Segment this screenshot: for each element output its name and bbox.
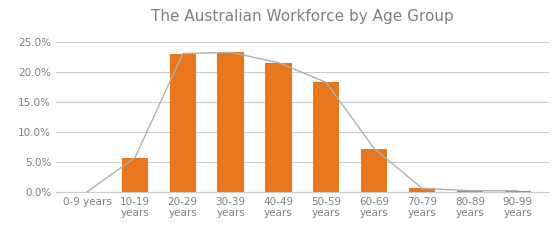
Bar: [217, 52, 244, 192]
Bar: [265, 62, 292, 192]
Bar: [361, 149, 388, 192]
Title: The Australian Workforce by Age Group: The Australian Workforce by Age Group: [151, 9, 454, 24]
Bar: [170, 54, 196, 192]
Bar: [409, 188, 435, 192]
Bar: [505, 191, 531, 192]
Bar: [313, 82, 339, 192]
Bar: [457, 191, 483, 192]
Bar: [122, 158, 148, 192]
